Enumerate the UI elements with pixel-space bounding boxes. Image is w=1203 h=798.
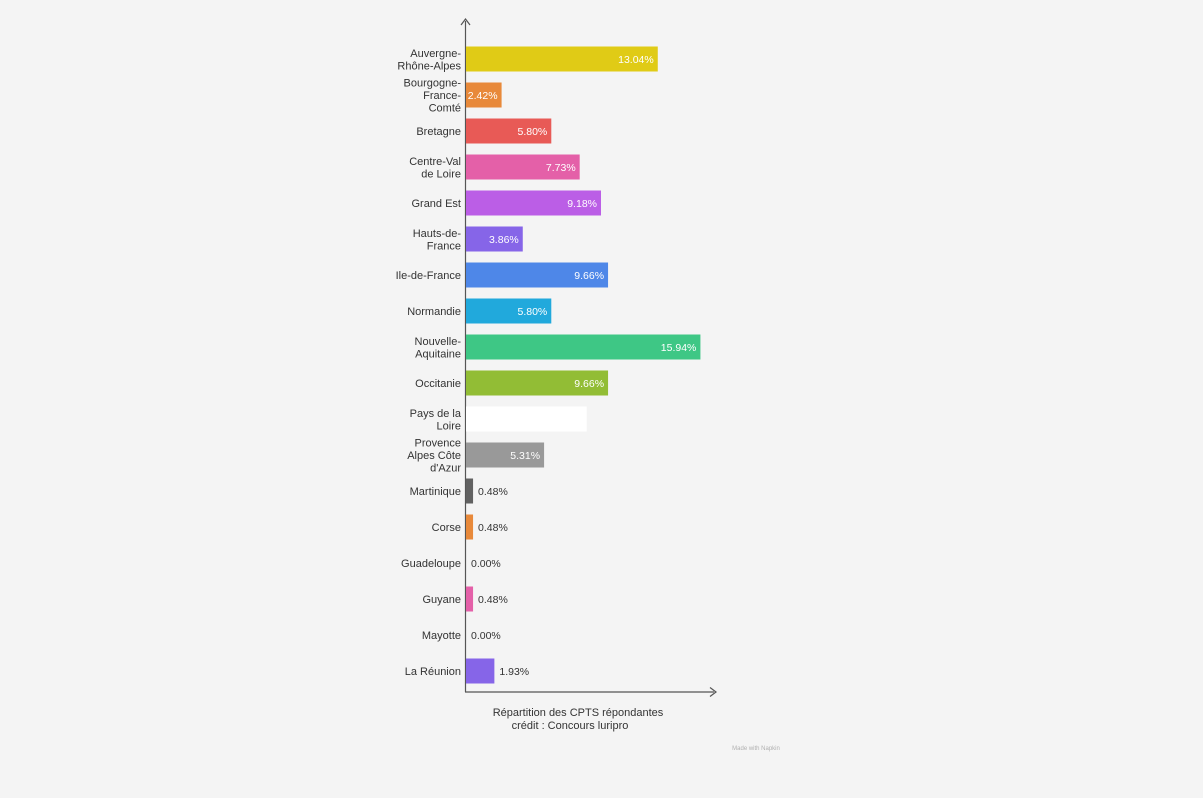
value-label-bourgogne-france-comte: 2.42% bbox=[468, 90, 498, 102]
value-label-mayotte: 0.00% bbox=[471, 630, 501, 642]
bar-provence-alpes-cote-d-azur bbox=[466, 442, 545, 468]
category-label-auvergne-rhone-alpes: Auvergne-Rhône-Alpes bbox=[397, 48, 461, 73]
bar-grand-est bbox=[466, 190, 601, 216]
bar-martinique bbox=[466, 478, 474, 504]
value-label-nouvelle-aquitaine: 15.94% bbox=[661, 342, 697, 354]
category-label-provence-alpes-cote-d-azur: Provence Alpes Côte d'Azur bbox=[407, 438, 461, 475]
category-label-normandie: Normandie bbox=[407, 306, 461, 318]
category-label-martinique: Martinique bbox=[410, 486, 461, 498]
value-label-provence-alpes-cote-d-azur: 5.31% bbox=[510, 450, 540, 462]
category-label-ile-de-france: Ile-de-France bbox=[396, 270, 461, 282]
value-label-grand-est: 9.18% bbox=[567, 198, 597, 210]
value-label-guadeloupe: 0.00% bbox=[471, 558, 501, 570]
value-label-normandie: 5.80% bbox=[518, 306, 548, 318]
value-label-occitanie: 9.66% bbox=[574, 378, 604, 390]
category-label-hauts-de-france: Hauts-de-France bbox=[413, 228, 462, 253]
category-label-occitanie: Occitanie bbox=[415, 378, 461, 390]
caption-line-2: crédit : Concours luripro bbox=[512, 720, 629, 732]
value-label-ile-de-france: 9.66% bbox=[574, 270, 604, 282]
category-label-mayotte: Mayotte bbox=[422, 630, 461, 642]
napkin-watermark: Made with Napkin bbox=[732, 746, 780, 752]
axes bbox=[460, 18, 717, 697]
value-label-bretagne: 5.80% bbox=[518, 126, 548, 138]
bar-bourgogne-france-comte bbox=[466, 82, 502, 108]
category-label-grand-est: Grand Est bbox=[411, 198, 461, 210]
category-label-la-reunion: La Réunion bbox=[405, 666, 461, 678]
category-label-pays-de-la-loire: Pays de la Loire bbox=[410, 408, 462, 433]
bar-corse bbox=[466, 514, 474, 540]
value-label-la-reunion: 1.93% bbox=[499, 666, 529, 678]
bar-la-reunion bbox=[466, 658, 495, 684]
bar-auvergne-rhone-alpes bbox=[466, 46, 658, 72]
category-label-guadeloupe: Guadeloupe bbox=[401, 558, 461, 570]
category-label-corse: Corse bbox=[432, 522, 461, 534]
bar-occitanie bbox=[466, 370, 609, 396]
category-label-guyane: Guyane bbox=[422, 594, 461, 606]
bar-nouvelle-aquitaine bbox=[466, 334, 701, 360]
x-axis-arrow bbox=[709, 687, 717, 697]
value-label-corse: 0.48% bbox=[478, 522, 508, 534]
value-label-centre-val-de-loire: 7.73% bbox=[546, 162, 576, 174]
bars-group bbox=[466, 46, 701, 684]
category-label-nouvelle-aquitaine: Nouvelle-Aquitaine bbox=[415, 336, 462, 361]
value-label-auvergne-rhone-alpes: 13.04% bbox=[618, 54, 654, 66]
value-labels-group: 13.04% 2.42% 5.80% 7.73% 9.18% 3.86% 9.66% 5.80… bbox=[468, 54, 697, 678]
bar-guyane bbox=[466, 586, 474, 612]
category-label-bourgogne-france-comte: Bourgogne-France-Comté bbox=[404, 78, 462, 115]
bar-pays-de-la-loire bbox=[466, 406, 587, 432]
category-label-bretagne: Bretagne bbox=[416, 126, 461, 138]
bar-normandie bbox=[466, 298, 552, 324]
bar-bretagne bbox=[466, 118, 552, 144]
y-axis-arrow bbox=[460, 18, 471, 26]
bar-centre-val-de-loire bbox=[466, 154, 580, 180]
value-label-martinique: 0.48% bbox=[478, 486, 508, 498]
caption-line-1: Répartition des CPTS répondantes bbox=[493, 707, 664, 719]
bar-ile-de-france bbox=[466, 262, 609, 288]
category-labels-group: Auvergne-Rhône-Alpes Bourgogne-France-Com… bbox=[396, 48, 462, 678]
value-label-guyane: 0.48% bbox=[478, 594, 508, 606]
bar-hauts-de-france bbox=[466, 226, 523, 252]
category-label-centre-val-de-loire: Centre-Val de Loire bbox=[409, 156, 461, 181]
value-label-hauts-de-france: 3.86% bbox=[489, 234, 519, 246]
